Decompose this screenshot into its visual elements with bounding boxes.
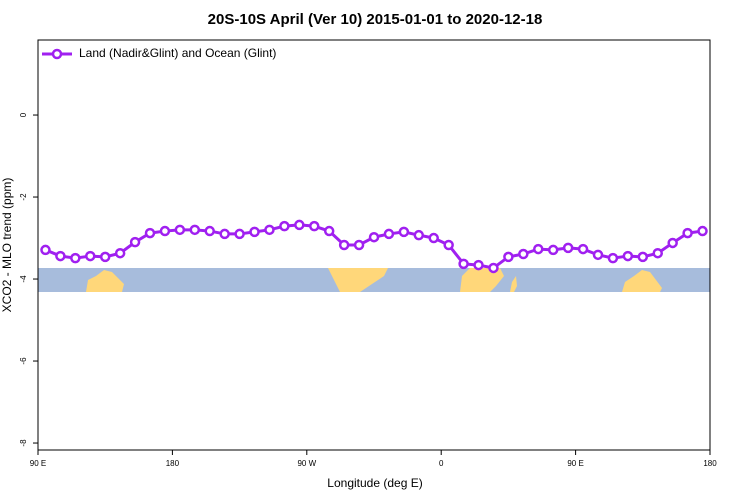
point — [652, 247, 663, 259]
legend-label: Land (Nadir&Glint) and Ocean (Glint) — [79, 46, 276, 60]
point — [488, 262, 499, 274]
y-tick-label: -6 — [19, 357, 28, 365]
point — [637, 251, 649, 263]
chart-title: 20S-10S April (Ver 10) 2015-01-01 to 202… — [208, 11, 543, 28]
point — [622, 250, 634, 262]
point — [114, 247, 126, 259]
point — [368, 231, 380, 243]
point — [40, 244, 51, 256]
point — [174, 224, 186, 236]
point — [85, 250, 96, 262]
point — [413, 229, 425, 241]
point — [129, 236, 141, 248]
y-tick-label: -4 — [19, 275, 28, 283]
point — [383, 228, 395, 240]
point — [697, 225, 708, 237]
point — [592, 249, 604, 261]
point — [144, 227, 156, 239]
point — [309, 220, 320, 232]
point — [473, 259, 484, 271]
point — [428, 232, 439, 244]
x-tick-label: 0 — [439, 459, 444, 468]
y-tick-label: -2 — [19, 193, 28, 201]
point — [99, 251, 111, 263]
point — [547, 244, 559, 256]
point — [398, 226, 410, 238]
point — [159, 225, 171, 237]
x-tick-label: 90 E — [567, 459, 583, 468]
point — [189, 224, 201, 236]
point — [518, 248, 529, 260]
y-axis-label: XCO2 - MLO trend (ppm) — [0, 178, 14, 313]
x-tick-label: 90 W — [297, 459, 316, 468]
series-line — [44, 223, 703, 270]
point — [279, 220, 290, 232]
point — [503, 251, 514, 263]
y-tick-label: -8 — [19, 439, 28, 447]
x-tick-label: 180 — [703, 459, 717, 468]
point — [607, 252, 619, 264]
point — [294, 219, 305, 231]
x-tick-label: 90 E — [30, 459, 46, 468]
point — [55, 250, 66, 262]
plot-frame — [37, 39, 711, 451]
point — [264, 224, 275, 236]
y-tick-label: 0 — [19, 112, 28, 117]
point — [443, 239, 454, 251]
point — [338, 239, 350, 251]
point — [353, 239, 365, 251]
x-tick-label: 180 — [166, 459, 180, 468]
point — [323, 225, 335, 237]
map-band — [38, 268, 710, 292]
point — [219, 228, 230, 240]
point — [667, 237, 678, 249]
point — [682, 227, 693, 239]
legend-marker — [51, 48, 63, 60]
point — [70, 252, 81, 264]
point — [577, 243, 589, 255]
x-axis-label: Longitude (deg E) — [327, 476, 422, 490]
point — [249, 226, 260, 238]
point — [204, 225, 215, 237]
point — [533, 243, 544, 255]
point — [458, 258, 469, 270]
point — [562, 242, 574, 254]
point — [234, 228, 245, 240]
